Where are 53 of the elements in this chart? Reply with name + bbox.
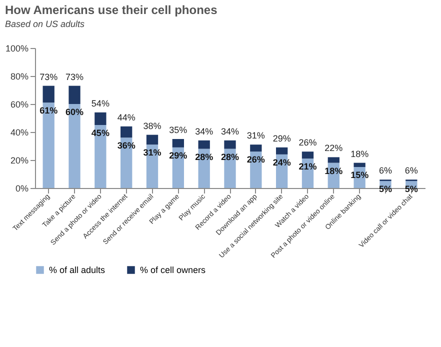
data-label: 21% bbox=[298, 162, 317, 172]
total-label: 18% bbox=[350, 148, 369, 159]
data-label: 36% bbox=[117, 140, 136, 151]
data-label: 5% bbox=[404, 184, 418, 194]
y-tick-label: 0% bbox=[15, 184, 28, 194]
total-label: 73% bbox=[66, 72, 84, 82]
chart-title: How Americans use their cell phones bbox=[4, 3, 218, 17]
total-label: 73% bbox=[40, 72, 58, 82]
data-label: 31% bbox=[143, 148, 162, 158]
bar bbox=[146, 134, 158, 145]
y-tick-label: 80% bbox=[10, 72, 28, 82]
total-label: 54% bbox=[91, 98, 110, 108]
bar bbox=[42, 86, 54, 103]
total-label: 29% bbox=[272, 133, 291, 144]
bar bbox=[224, 140, 236, 149]
data-label: 28% bbox=[195, 152, 214, 162]
bar bbox=[354, 162, 366, 167]
bar bbox=[172, 139, 184, 148]
bar bbox=[302, 152, 314, 159]
data-label: 29% bbox=[169, 150, 188, 160]
data-label: 24% bbox=[272, 157, 291, 168]
data-label: 26% bbox=[246, 154, 265, 165]
data-label: 18% bbox=[324, 166, 343, 176]
bar bbox=[328, 157, 340, 163]
data-label: 15% bbox=[350, 170, 369, 180]
total-label: 22% bbox=[324, 143, 343, 154]
y-tick-label: 40% bbox=[10, 128, 28, 138]
bar bbox=[198, 140, 210, 149]
legend-label: % of cell owners bbox=[140, 265, 206, 275]
total-label: 38% bbox=[143, 120, 162, 131]
chart-subtitle: Based on US adults bbox=[4, 19, 86, 29]
data-label: 5% bbox=[378, 184, 392, 194]
data-label: 28% bbox=[220, 152, 240, 162]
data-label: 61% bbox=[40, 106, 58, 116]
y-tick-label: 60% bbox=[10, 100, 28, 110]
total-label: 34% bbox=[195, 126, 214, 136]
data-label: 60% bbox=[66, 107, 84, 117]
legend-label: % of all adults bbox=[49, 265, 106, 275]
total-label: 6% bbox=[404, 166, 418, 176]
total-label: 44% bbox=[117, 112, 136, 122]
total-label: 35% bbox=[169, 125, 188, 135]
y-tick-label: 20% bbox=[10, 156, 28, 166]
bar bbox=[276, 147, 288, 154]
total-label: 26% bbox=[298, 138, 317, 148]
data-label: 45% bbox=[91, 128, 110, 138]
bar bbox=[250, 144, 262, 152]
y-tick-label: 100% bbox=[5, 44, 28, 54]
total-label: 34% bbox=[220, 126, 240, 136]
bar bbox=[68, 86, 80, 104]
total-label: 31% bbox=[246, 130, 265, 141]
bar bbox=[94, 112, 106, 125]
total-label: 6% bbox=[378, 166, 392, 176]
bar bbox=[120, 126, 132, 138]
